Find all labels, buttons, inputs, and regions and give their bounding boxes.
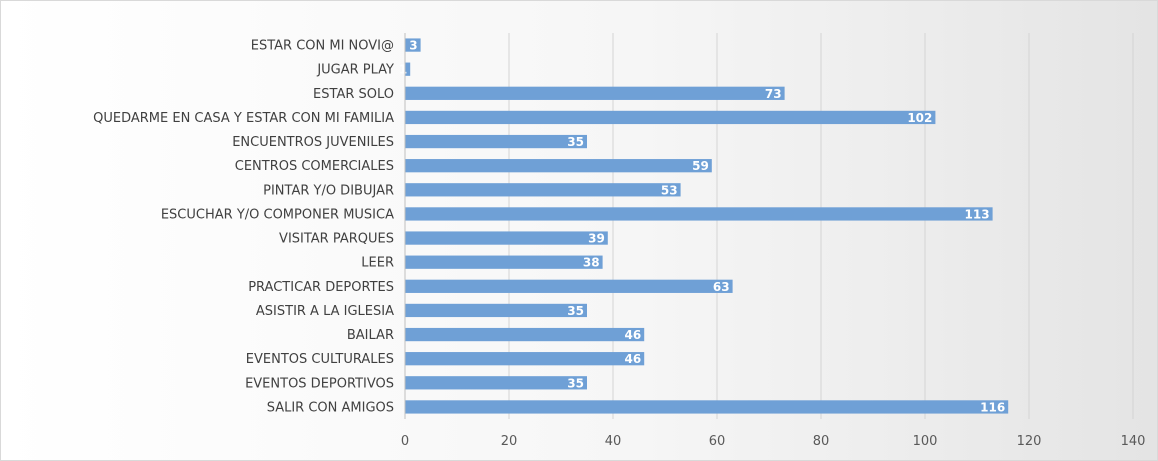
category-label: SALIR CON AMIGOS (267, 400, 394, 415)
category-label: PRACTICAR DEPORTES (248, 280, 394, 295)
x-tick-label: 100 (913, 434, 938, 449)
data-label: 53 (661, 183, 678, 197)
category-label: QUEDARME EN CASA Y ESTAR CON MI FAMILIA (93, 111, 394, 126)
data-label: 39 (588, 232, 605, 246)
bar (405, 159, 712, 173)
x-tick-label: 80 (813, 434, 830, 449)
x-tick-label: 20 (501, 434, 518, 449)
bar (405, 352, 645, 366)
bar (405, 183, 681, 197)
bar (405, 110, 936, 125)
x-tick-label: 60 (709, 434, 726, 449)
bar (405, 279, 733, 293)
bar (405, 327, 645, 342)
bar (405, 62, 411, 76)
data-label: 1 (399, 63, 407, 77)
bar (405, 376, 587, 390)
x-tick-label: 120 (1017, 434, 1042, 449)
data-label: 59 (692, 159, 709, 173)
data-label: 35 (567, 304, 584, 318)
bars (405, 38, 1009, 414)
category-label: CENTROS COMERCIALES (235, 159, 394, 174)
data-label: 35 (567, 135, 584, 149)
bar (405, 303, 587, 318)
category-label: BAILAR (347, 328, 394, 343)
data-label: 102 (907, 111, 932, 125)
bar (405, 134, 587, 149)
data-label: 38 (583, 256, 600, 270)
category-label: JUGAR PLAY (316, 63, 394, 78)
category-label: VISITAR PARQUES (279, 232, 394, 247)
category-label: ENCUENTROS JUVENILES (232, 135, 394, 150)
category-label: ESTAR CON MI NOVI@ (251, 39, 394, 54)
bar (405, 255, 603, 269)
bar (405, 86, 785, 100)
category-label: ESTAR SOLO (313, 87, 394, 102)
bar (405, 38, 421, 52)
data-label: 35 (567, 376, 584, 390)
data-label: 116 (980, 400, 1005, 414)
category-label: ASISTIR A LA IGLESIA (256, 304, 394, 319)
category-label: ESCUCHAR Y/O COMPONER MUSICA (161, 207, 394, 222)
category-label: PINTAR Y/O DIBUJAR (263, 183, 394, 198)
category-label: EVENTOS CULTURALES (246, 352, 394, 367)
category-labels: ESTAR CON MI NOVI@ JUGAR PLAY ESTAR SOLO QU… (93, 39, 394, 416)
data-labels: 31 73 102 35 59 53 113 39 38 63 35 46 46 35 116 (399, 39, 1005, 415)
data-label: 63 (713, 280, 730, 294)
data-label: 46 (624, 328, 641, 342)
data-label: 46 (624, 352, 641, 366)
bar (405, 207, 993, 221)
bar (405, 231, 608, 245)
category-label: LEER (361, 256, 394, 271)
data-label: 113 (965, 207, 990, 221)
data-label: 73 (765, 87, 782, 101)
x-tick-label: 40 (605, 434, 622, 449)
bar (405, 400, 1009, 414)
x-tick-labels: 0 20 40 60 80 100 120 140 (401, 434, 1146, 449)
data-label: 3 (409, 39, 417, 53)
x-tick-label: 0 (401, 434, 409, 449)
x-tick-label: 140 (1121, 434, 1146, 449)
category-label: EVENTOS DEPORTIVOS (245, 376, 394, 391)
